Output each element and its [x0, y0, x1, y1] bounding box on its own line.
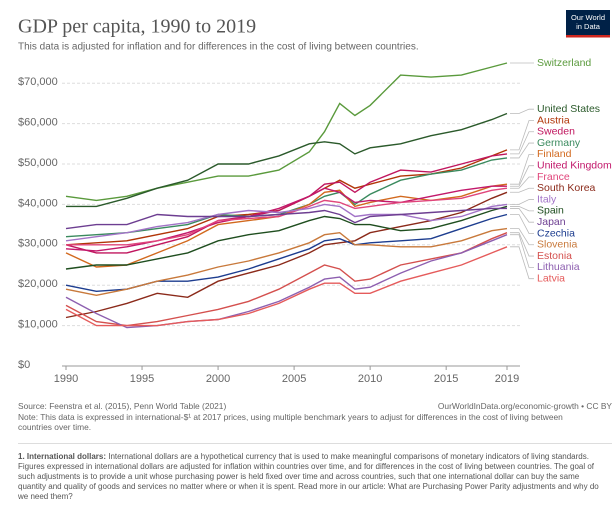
legend-label: France — [537, 171, 570, 183]
legend-label: Finland — [537, 148, 572, 160]
y-tick-label: $40,000 — [18, 197, 58, 209]
legend-label: Germany — [537, 137, 581, 149]
x-tick-label: 2000 — [206, 373, 230, 385]
logo-text: in Data — [576, 22, 601, 31]
legend-label: Lithuania — [537, 261, 580, 273]
x-tick-label: 2005 — [282, 373, 306, 385]
series-line — [65, 232, 508, 327]
footnote: 1. International dollars: International … — [18, 452, 604, 502]
y-tick-label: $20,000 — [18, 278, 58, 290]
series-line — [65, 246, 508, 327]
label-leader — [510, 187, 534, 193]
chart-subtitle: This data is adjusted for inflation and … — [18, 42, 419, 53]
legend-label: United Kingdom — [537, 159, 612, 171]
label-leader — [510, 208, 534, 223]
legend-label: Czechia — [537, 227, 575, 239]
series-line — [65, 205, 508, 270]
x-tick-label: 1990 — [54, 373, 78, 385]
note: Note: This data is expressed in internat… — [18, 412, 563, 432]
label-leader — [510, 206, 534, 212]
label-leader — [510, 232, 534, 257]
series-line — [65, 153, 508, 254]
series-line — [65, 203, 508, 242]
x-tick-label: 1995 — [130, 373, 154, 385]
label-leader — [510, 176, 534, 189]
y-tick-label: $70,000 — [18, 76, 58, 88]
label-leader — [510, 214, 534, 234]
footnote-term: 1. International dollars: — [18, 452, 107, 461]
legend-label: Estonia — [537, 250, 572, 262]
legend-label: United States — [537, 103, 600, 115]
label-leader — [510, 120, 534, 151]
logo-box — [566, 10, 610, 37]
series-line — [65, 227, 508, 297]
label-leader — [510, 108, 534, 114]
series-line — [65, 157, 508, 238]
series-line — [65, 234, 508, 329]
y-tick-label: $10,000 — [18, 319, 58, 331]
chart-title: GDP per capita, 1990 to 2019 — [18, 16, 256, 38]
legend-label: Austria — [537, 114, 570, 126]
legend-label: Sweden — [537, 126, 575, 138]
label-leader — [510, 165, 534, 187]
label-leader — [510, 199, 534, 205]
chart: GDP per capita, 1990 to 2019 This data i… — [18, 10, 612, 385]
series-line — [66, 112, 508, 208]
x-tick-label: 2015 — [434, 373, 458, 385]
y-tick-label: $0 — [18, 359, 30, 371]
logo-text: Our World — [571, 13, 605, 22]
x-tick-label: 2010 — [358, 373, 382, 385]
source: Source: Feenstra et al. (2015), Penn Wor… — [18, 401, 227, 411]
label-leader — [510, 142, 534, 159]
legend-label: Switzerland — [537, 57, 591, 69]
label-leader — [510, 131, 534, 155]
series-line — [65, 207, 507, 230]
legend-label: Latvia — [537, 272, 565, 284]
y-tick-label: $50,000 — [18, 157, 58, 169]
logo-bar — [566, 35, 610, 38]
y-tick-label: $60,000 — [18, 117, 58, 129]
series-line — [66, 187, 508, 246]
label-leader — [510, 153, 534, 185]
label-leader — [510, 228, 534, 246]
legend-label: South Korea — [537, 182, 596, 194]
legend-label: Japan — [537, 216, 566, 228]
x-tick-label: 2019 — [495, 373, 519, 385]
legend-label: Spain — [537, 205, 564, 217]
legend-label: Slovenia — [537, 239, 577, 251]
label-leader — [510, 234, 534, 268]
legend-label: Italy — [537, 193, 557, 205]
y-tick-label: $30,000 — [18, 238, 58, 250]
url: OurWorldInData.org/economic-growth • CC … — [437, 401, 612, 411]
footnote-text: International dollars are a hypothetical… — [18, 452, 599, 501]
label-leader — [510, 246, 534, 280]
separator — [18, 443, 612, 444]
